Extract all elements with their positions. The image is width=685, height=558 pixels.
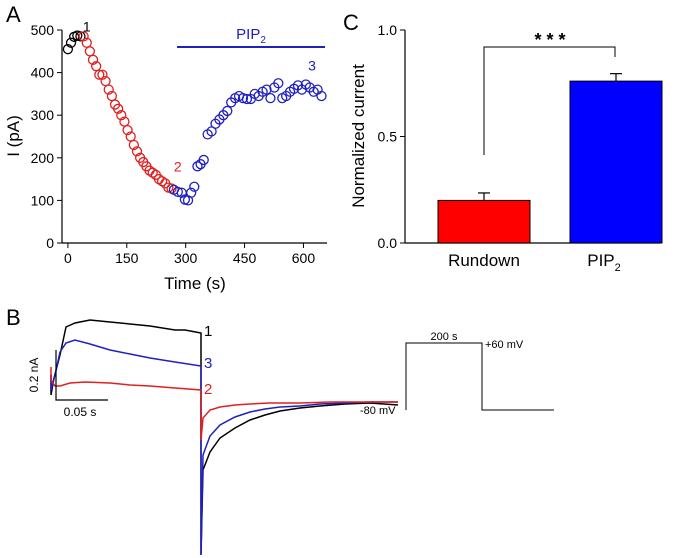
panel-a-y-label: I (pA) (4, 115, 23, 157)
data-point-rundown (156, 176, 168, 187)
panel-a-y-tick-label: 300 (31, 107, 55, 123)
data-point-pip2 (273, 78, 284, 89)
panel-c: 0.0 0.5 1.0 Normalized current * * * Rundo… (349, 22, 663, 274)
protocol-step-label: +60 mV (485, 339, 524, 351)
protocol-duration-label: 200 s (431, 331, 458, 343)
panel-a-x-tick-label: 0 (64, 250, 72, 266)
data-point-pip2 (237, 93, 249, 104)
panel-c-y-tick-label: 1.0 (378, 22, 398, 38)
scale-bar-current-label: 0.2 nA (27, 358, 41, 393)
bar-rundown (437, 199, 531, 244)
data-point-rundown (131, 146, 143, 157)
pip2-bar-label: PIP2 (236, 26, 266, 46)
trace-label-3: 3 (204, 355, 212, 372)
point-label-2: 2 (174, 158, 182, 174)
panel-a-y-tick-label: 500 (31, 22, 55, 38)
trace-1 (50, 319, 399, 556)
data-point-rundown (147, 167, 158, 178)
panel-a-x-label: Time (s) (164, 274, 226, 293)
point-label-3: 3 (308, 57, 316, 73)
data-point-rundown (97, 69, 108, 80)
panel-a-x-tick-label: 150 (115, 250, 139, 266)
panel-c-y-tick-label: 0.0 (378, 235, 398, 251)
data-point-rundown (78, 31, 89, 42)
panel-a-y-tick-label: 200 (31, 150, 55, 166)
data-point-pip2 (261, 84, 272, 95)
panel-a-y-tick-label: 0 (46, 235, 54, 251)
data-point-pip2 (172, 186, 183, 198)
panel-a-y-ticks: 0 100 200 300 400 500 (31, 22, 62, 251)
voltage-protocol (405, 342, 554, 411)
panel-a-x-tick-label: 300 (174, 250, 198, 266)
panel-a-x-ticks: 0 150 300 450 600 (64, 243, 315, 266)
scale-bar-time-label: 0.05 s (64, 405, 97, 419)
category-label-pip2: PIP2 (587, 251, 621, 274)
data-point-pip2 (265, 93, 276, 104)
panel-label-a: A (6, 2, 21, 27)
data-point-baseline (75, 31, 86, 42)
panel-label-b: B (6, 305, 21, 330)
trace-3 (50, 339, 398, 556)
panel-a-point-labels: 1 2 3 (83, 18, 316, 174)
data-point-baseline (65, 37, 77, 48)
data-point-rundown (112, 103, 124, 114)
panel-a-data-points (62, 30, 327, 206)
data-point-pip2 (316, 90, 327, 102)
panel-c-bars (437, 73, 663, 244)
panel-a-x-tick-label: 600 (292, 250, 316, 266)
panel-c-y-ticks: 0.0 0.5 1.0 (378, 22, 405, 251)
trace-label-1: 1 (204, 323, 212, 340)
category-label-rundown: Rundown (448, 251, 520, 270)
category-label-pip2-text: PIP (587, 251, 614, 270)
significance-stars: * * * (534, 30, 565, 50)
panel-c-y-tick-label: 0.5 (378, 129, 398, 145)
pip2-bar-label-subscript: 2 (260, 35, 266, 46)
protocol-hold-label: -80 mV (360, 405, 396, 417)
significance-bracket (483, 46, 616, 155)
data-point-pip2 (241, 93, 253, 105)
data-point-pip2 (198, 154, 209, 166)
trace-2 (50, 367, 398, 441)
data-point-baseline (62, 44, 74, 55)
data-point-rundown (122, 124, 133, 136)
data-point-rundown (103, 84, 114, 95)
panel-c-y-label: Normalized current (349, 64, 368, 208)
bar-pip (569, 80, 663, 244)
trace-label-2: 2 (204, 381, 212, 398)
pip2-bar-label-text: PIP (236, 26, 260, 43)
data-point-pip2 (189, 181, 200, 192)
data-point-rundown (87, 54, 99, 65)
panel-a-x-tick-label: 450 (233, 250, 257, 266)
panel-a-y-tick-label: 100 (31, 192, 55, 208)
data-point-pip2 (186, 187, 197, 198)
data-point-rundown (84, 46, 96, 57)
data-point-rundown (128, 139, 139, 151)
panel-label-c: C (343, 10, 359, 35)
category-label-pip2-subscript: 2 (615, 262, 621, 274)
panel-b: 1 3 2 0.2 nA 0.05 s -80 mV 200 s +60 mV (27, 319, 554, 556)
scale-bar (55, 350, 108, 401)
panel-a-y-tick-label: 400 (31, 65, 55, 81)
data-point-rundown (94, 69, 105, 80)
data-point-pip2 (222, 105, 233, 117)
data-point-pip2 (192, 161, 203, 172)
point-label-1: 1 (83, 18, 91, 34)
data-point-rundown (116, 110, 127, 121)
data-point-rundown (166, 183, 177, 194)
